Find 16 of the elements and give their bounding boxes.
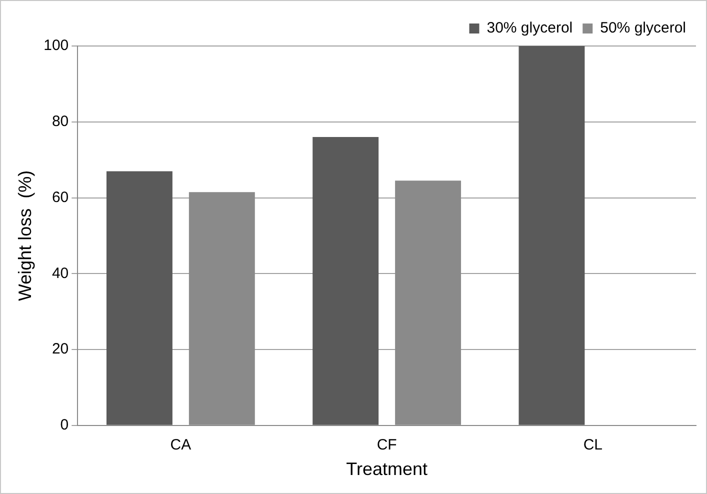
- legend-label: 30% glycerol: [486, 20, 573, 37]
- y-tick-label: 40: [52, 264, 69, 282]
- bar: [518, 46, 585, 425]
- x-tick-label: CF: [376, 436, 397, 454]
- x-tick-label: CL: [583, 436, 603, 454]
- bar: [312, 137, 379, 425]
- bar: [106, 171, 172, 425]
- y-tick-label: 100: [44, 37, 69, 54]
- y-tick-label: 60: [52, 188, 69, 206]
- y-axis-title: Weight loss (%): [14, 170, 35, 302]
- legend-label: 50% glycerol: [600, 20, 686, 37]
- x-tick-label: CA: [170, 436, 192, 454]
- y-tick-label: 0: [60, 416, 69, 434]
- y-tick-label: 20: [52, 340, 69, 358]
- y-tick-label: 80: [52, 113, 69, 130]
- x-axis-title: Treatment: [346, 459, 428, 480]
